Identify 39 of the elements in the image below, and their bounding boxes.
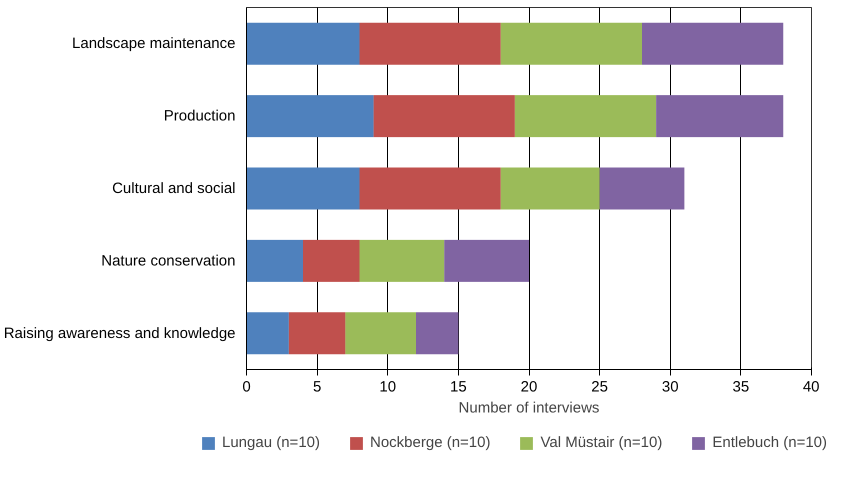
x-axis-title: Number of interviews <box>458 400 600 416</box>
bar <box>500 22 642 65</box>
bar <box>288 312 346 354</box>
x-tick-label: 15 <box>450 378 467 396</box>
bar <box>656 95 784 138</box>
legend-label: Nockberge (n=10) <box>370 434 490 451</box>
bar <box>246 22 360 65</box>
y-tick-label: Nature conservation <box>101 252 236 270</box>
bar <box>303 240 360 282</box>
bar <box>246 240 303 282</box>
bar <box>416 312 458 354</box>
bar <box>500 168 600 210</box>
bar <box>600 168 684 210</box>
bar <box>246 95 374 138</box>
bar <box>360 22 501 65</box>
legend-label: Entlebuch (n=10) <box>712 434 828 451</box>
y-tick-label: Cultural and social <box>112 180 236 197</box>
bar <box>444 240 529 282</box>
x-tick-label: 40 <box>802 378 820 396</box>
y-tick-label: Production <box>164 108 236 125</box>
bar <box>246 312 289 354</box>
bar <box>514 95 656 138</box>
x-tick-label: 10 <box>379 378 396 396</box>
x-tick-label: 0 <box>242 378 251 396</box>
x-tick-label: 30 <box>662 378 679 396</box>
bar <box>360 168 501 210</box>
bar <box>642 22 784 65</box>
x-tick-label: 35 <box>732 378 750 396</box>
bar <box>374 95 515 138</box>
y-tick-label: Raising awareness and knowledge <box>4 324 236 342</box>
legend-label: Val Müstair (n=10) <box>540 434 662 451</box>
x-tick-label: 5 <box>312 378 322 396</box>
x-tick-label: 20 <box>520 378 538 396</box>
y-tick-label: Landscape maintenance <box>72 35 236 52</box>
bar <box>246 168 360 210</box>
x-tick-label: 25 <box>591 378 608 396</box>
bar <box>360 240 444 282</box>
bar <box>345 312 416 354</box>
legend-label: Lungau (n=10) <box>222 434 320 451</box>
